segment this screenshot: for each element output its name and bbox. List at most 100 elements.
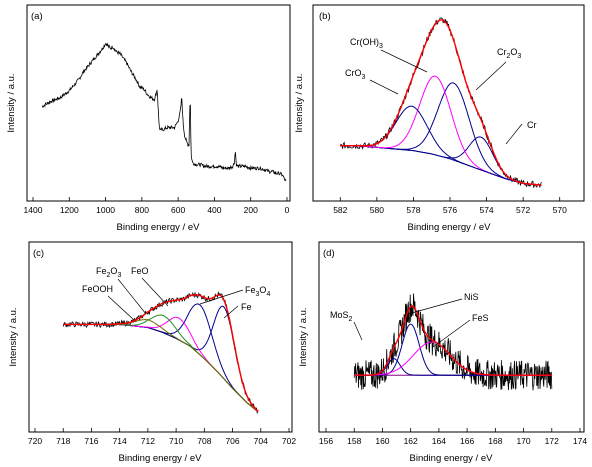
panel-c-peak-annotations: Fe Fe3O4 FeO Fe2O3 FeOOH bbox=[82, 266, 270, 321]
x-tick-label: 162 bbox=[404, 436, 418, 446]
x-tick-label: 1400 bbox=[24, 205, 43, 215]
peak-label-feooh: FeOOH bbox=[82, 284, 113, 294]
x-tick-label: 158 bbox=[347, 436, 361, 446]
panel-c-xlabel: Binding energy / eV bbox=[119, 453, 203, 464]
component-peak-fe2o3 bbox=[63, 314, 259, 413]
x-tick-label: 166 bbox=[460, 436, 474, 446]
panel-b-peak-annotations: Cr Cr2O3 Cr(OH)3 CrO3 bbox=[345, 37, 537, 145]
fitted-envelope bbox=[63, 294, 259, 412]
panel-c-frame bbox=[28, 241, 293, 433]
panel-b-xlabel: Binding energy / eV bbox=[408, 222, 492, 233]
x-tick-label: 714 bbox=[113, 436, 127, 446]
x-tick-label: 716 bbox=[84, 436, 98, 446]
x-tick-label: 580 bbox=[370, 205, 384, 215]
leader-fe2o3 bbox=[117, 278, 147, 315]
peak-label-fe2o3: Fe2O3 bbox=[96, 266, 121, 279]
peak-label-fe3o4: Fe3O4 bbox=[245, 285, 270, 298]
x-tick-label: 170 bbox=[516, 436, 530, 446]
x-tick-label: 572 bbox=[516, 205, 530, 215]
peak-label-feo: FeO bbox=[131, 266, 149, 276]
panel-b-frame bbox=[312, 4, 585, 202]
survey-spectrum-line bbox=[41, 42, 287, 182]
x-tick-label: 578 bbox=[406, 205, 420, 215]
x-tick-label: 174 bbox=[573, 436, 587, 446]
component-peak-cr2o3 bbox=[340, 82, 542, 186]
x-tick-label: 708 bbox=[197, 436, 211, 446]
component-peak-croh3 bbox=[340, 75, 542, 186]
leader-cro3 bbox=[369, 79, 399, 95]
panel-b-x-ticks: 582 580 578 576 574 572 570 bbox=[333, 197, 567, 215]
peak-label-cro3: CrO3 bbox=[345, 68, 366, 81]
panel-d-ylabel: Intensity / a.u. bbox=[298, 307, 309, 366]
panel-a-xlabel: Binding energy / eV bbox=[117, 222, 201, 233]
leader-fe3o4 bbox=[199, 289, 244, 305]
x-tick-label: 200 bbox=[244, 205, 258, 215]
leader-cr2o3 bbox=[475, 61, 507, 91]
panel-d-curves bbox=[353, 293, 553, 391]
x-tick-label: 710 bbox=[169, 436, 183, 446]
leader-mos2 bbox=[353, 321, 363, 341]
panel-d-peak-annotations: MoS2 NiS FeS bbox=[330, 292, 489, 348]
leader-feooh bbox=[107, 295, 135, 321]
x-tick-label: 702 bbox=[282, 436, 296, 446]
panel-a-survey-spectrum: (a) Binding energy / eV Intensity / a.u.… bbox=[6, 4, 291, 233]
peak-label-fes: FeS bbox=[472, 313, 489, 323]
panel-c-curves bbox=[62, 290, 259, 414]
x-tick-label: 574 bbox=[479, 205, 493, 215]
x-tick-label: 600 bbox=[171, 205, 185, 215]
peak-label-croh3: Cr(OH)3 bbox=[350, 37, 383, 50]
panel-c-label: (c) bbox=[33, 248, 44, 259]
panel-d-xlabel: Binding energy / eV bbox=[410, 453, 494, 464]
x-tick-label: 704 bbox=[254, 436, 268, 446]
x-tick-label: 800 bbox=[135, 205, 149, 215]
peak-label-cr2o3: Cr2O3 bbox=[497, 47, 521, 60]
panel-b-label: (b) bbox=[319, 11, 331, 22]
component-peak-feooh bbox=[63, 319, 259, 413]
panel-d-label: (d) bbox=[323, 248, 335, 259]
panel-c-ylabel: Intensity / a.u. bbox=[8, 307, 19, 366]
x-tick-label: 156 bbox=[319, 436, 333, 446]
x-tick-label: 576 bbox=[443, 205, 457, 215]
x-tick-label: 164 bbox=[432, 436, 446, 446]
leader-croh3 bbox=[380, 49, 428, 73]
panel-a-frame bbox=[26, 4, 291, 202]
x-tick-label: 160 bbox=[375, 436, 389, 446]
peak-label-nis: NiS bbox=[464, 292, 479, 302]
x-tick-label: 718 bbox=[56, 436, 70, 446]
panel-d-frame bbox=[318, 241, 585, 433]
fitted-envelope bbox=[340, 19, 542, 186]
peak-label-mos2: MoS2 bbox=[330, 310, 353, 323]
background-baseline bbox=[63, 323, 259, 413]
fitted-envelope bbox=[354, 305, 552, 376]
x-tick-label: 712 bbox=[141, 436, 155, 446]
panel-b-ylabel: Intensity / a.u. bbox=[294, 73, 305, 132]
x-tick-label: 582 bbox=[333, 205, 347, 215]
x-tick-label: 1200 bbox=[60, 205, 79, 215]
panel-a-x-ticks: 1400 1200 1000 800 600 400 200 0 bbox=[24, 197, 290, 215]
raw-spectrum-line bbox=[62, 290, 259, 414]
x-tick-label: 570 bbox=[553, 205, 567, 215]
leader-fe bbox=[223, 305, 239, 319]
panel-a-curves bbox=[41, 42, 287, 182]
x-tick-label: 172 bbox=[545, 436, 559, 446]
panel-a-label: (a) bbox=[31, 11, 43, 22]
leader-cr bbox=[505, 123, 523, 145]
leader-feo bbox=[141, 277, 169, 307]
leader-nis bbox=[407, 298, 463, 315]
x-tick-label: 168 bbox=[488, 436, 502, 446]
x-tick-label: 400 bbox=[207, 205, 221, 215]
x-tick-label: 1000 bbox=[96, 205, 115, 215]
panel-c-x-ticks: 720 718 716 714 712 710 708 706 704 702 bbox=[28, 428, 296, 446]
x-tick-label: 720 bbox=[28, 436, 42, 446]
leader-fes bbox=[432, 319, 471, 348]
peak-label-cr: Cr bbox=[527, 120, 537, 130]
peak-label-fe: Fe bbox=[241, 302, 252, 312]
panel-b-curves bbox=[340, 17, 542, 189]
panel-c-fe-2p-spectrum: (c) Binding energy / eV Intensity / a.u.… bbox=[8, 241, 296, 464]
panel-b-cr-2p-spectrum: (b) Binding energy / eV Intensity / a.u.… bbox=[294, 4, 585, 233]
panel-d-s-2p-spectrum: (d) Binding energy / eV Intensity / a.u.… bbox=[298, 241, 587, 464]
x-tick-label: 706 bbox=[225, 436, 239, 446]
panel-d-x-ticks: 156 158 160 162 164 166 168 170 172 174 bbox=[319, 428, 587, 446]
x-tick-label: 0 bbox=[285, 205, 290, 215]
